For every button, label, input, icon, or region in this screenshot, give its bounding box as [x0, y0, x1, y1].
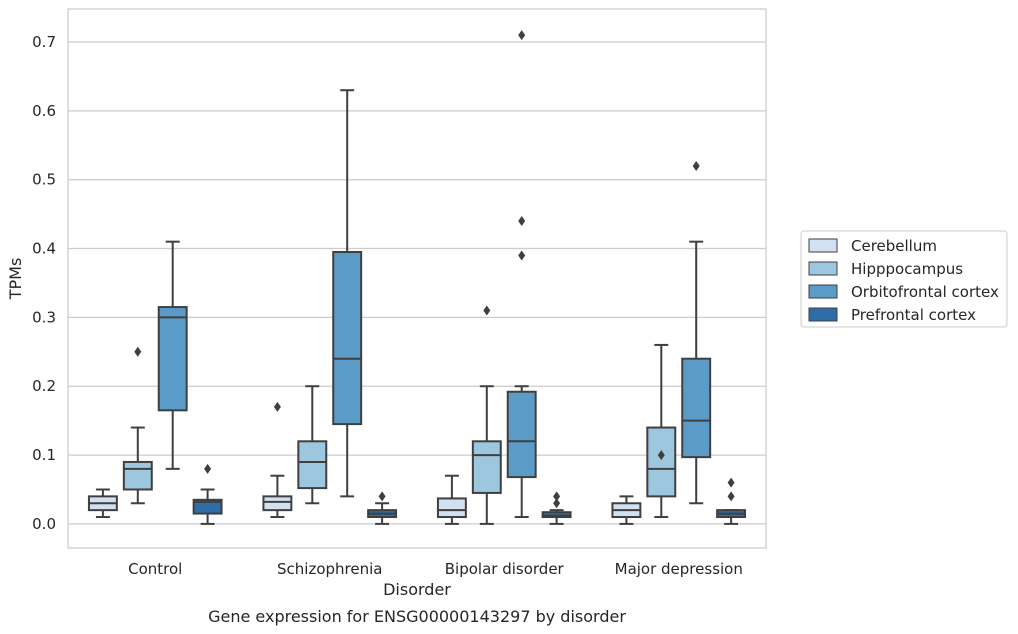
y-tick-label: 0.4	[32, 240, 56, 258]
box-group	[122, 346, 153, 505]
outlier-point	[553, 498, 561, 509]
y-tick-label: 0.0	[32, 515, 56, 533]
outlier-point	[692, 160, 700, 171]
outlier-point	[134, 346, 142, 357]
outlier-point	[553, 491, 561, 502]
y-tick-label: 0.3	[32, 308, 56, 326]
legend: Cerebellum Hipppocampus Orbitofrontal cort…	[800, 230, 1008, 328]
box-group	[367, 491, 398, 525]
box-group	[436, 474, 467, 525]
legend-swatch	[808, 238, 838, 253]
box	[297, 440, 328, 490]
legend-label: Hipppocampus	[851, 260, 963, 278]
legend-swatch	[808, 284, 838, 299]
box	[646, 426, 677, 498]
y-tick-label: 0.7	[32, 33, 56, 51]
outlier-point	[204, 463, 212, 474]
legend-label: Orbitofrontal cortex	[851, 283, 999, 301]
box	[122, 460, 153, 491]
box-group	[87, 488, 118, 519]
y-tick-label: 0.5	[32, 171, 56, 189]
box	[157, 306, 188, 412]
x-tick-label: Control	[128, 560, 182, 578]
box-group	[646, 343, 677, 519]
box	[681, 357, 712, 459]
legend-frame	[800, 230, 1008, 328]
legend-swatch	[808, 261, 838, 276]
y-tick-label: 0.1	[32, 446, 56, 464]
box-group	[681, 160, 712, 505]
y-tick-label: 0.2	[32, 377, 56, 395]
y-axis-ticks: 0.0 0.1 0.2 0.3 0.4 0.5 0.6 0.7	[32, 33, 56, 533]
box	[541, 511, 572, 519]
outlier-point	[273, 401, 281, 412]
box-group	[611, 495, 642, 525]
outlier-point	[378, 491, 386, 502]
box	[506, 390, 537, 479]
x-tick-label: Bipolar disorder	[445, 560, 565, 578]
y-axis-label: TPMs	[6, 258, 25, 301]
box-group	[716, 477, 747, 525]
box-group	[506, 30, 537, 519]
box-group	[262, 401, 293, 519]
legend-label: Cerebellum	[851, 237, 937, 255]
outlier-point	[518, 30, 526, 41]
legend-label: Prefrontal cortex	[851, 306, 976, 324]
box	[192, 498, 223, 515]
outlier-point	[727, 491, 735, 502]
outlier-point	[518, 250, 526, 261]
box	[436, 497, 467, 519]
box-group	[332, 89, 363, 498]
x-tick-label: Schizophrenia	[277, 560, 382, 578]
box	[262, 495, 293, 512]
x-tick-label: Major depression	[615, 560, 743, 578]
x-axis-ticks: Control Schizophrenia Bipolar disorder Majo…	[128, 560, 743, 578]
box-group	[157, 240, 188, 470]
y-tick-label: 0.6	[32, 102, 56, 120]
outlier-point	[483, 305, 491, 316]
box	[471, 440, 502, 494]
box-group	[541, 491, 572, 525]
outlier-point	[518, 216, 526, 227]
outlier-point	[727, 477, 735, 488]
legend-swatch	[808, 307, 838, 322]
chart-title: Gene expression for ENSG00000143297 by d…	[208, 607, 626, 626]
box-groups	[87, 30, 747, 525]
box-group	[192, 463, 223, 525]
box	[332, 250, 363, 426]
x-axis-label: Disorder	[383, 580, 451, 599]
box-group	[297, 385, 328, 505]
outlier-point	[657, 450, 665, 461]
box-group	[471, 305, 502, 525]
